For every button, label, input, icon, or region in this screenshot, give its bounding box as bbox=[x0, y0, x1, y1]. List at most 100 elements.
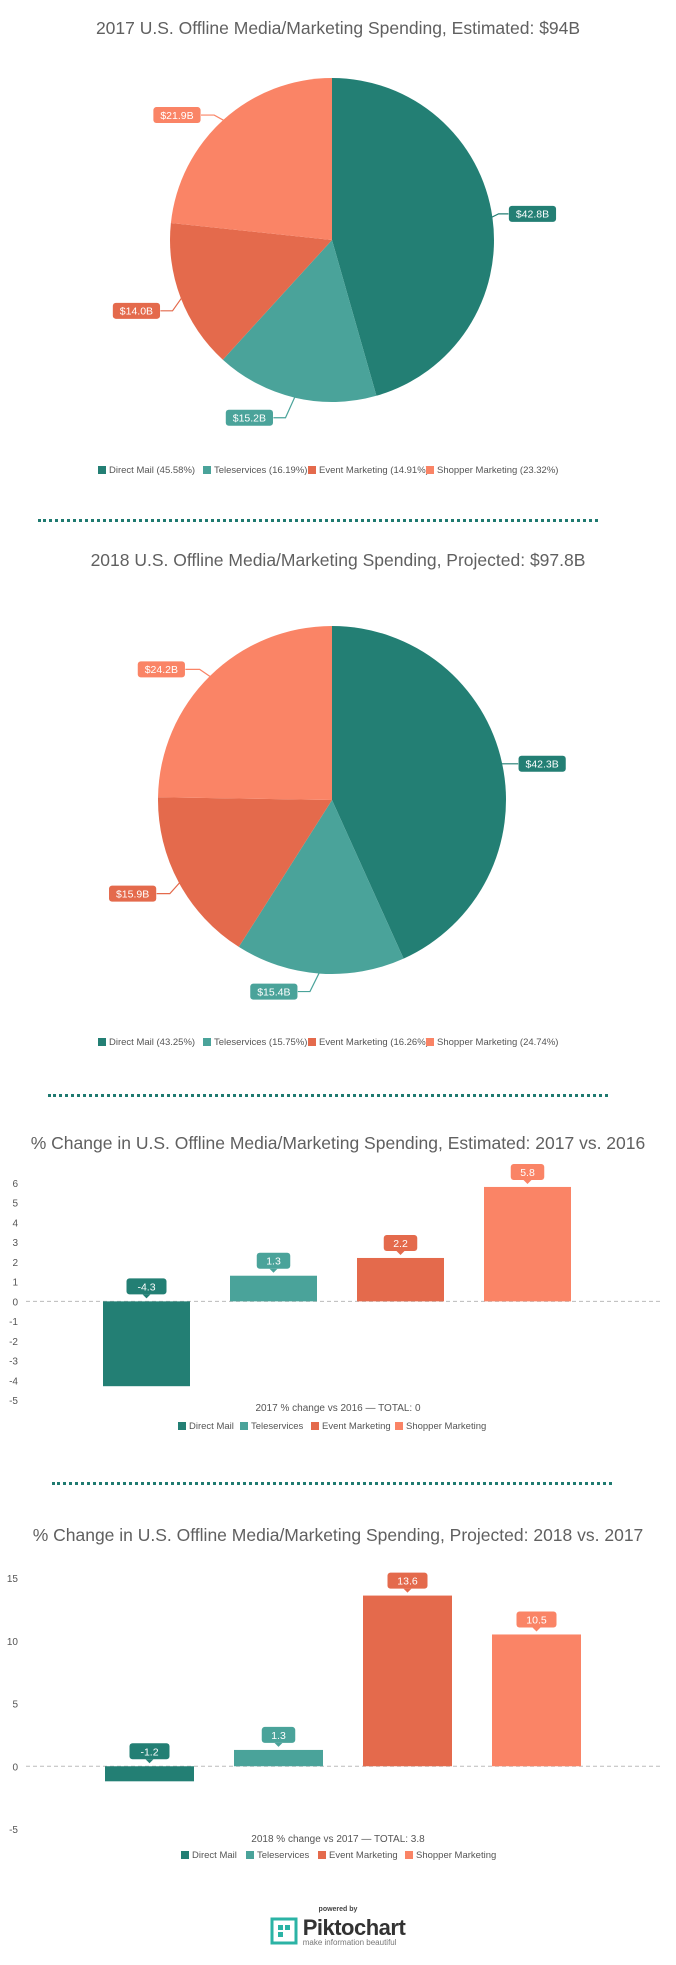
bar-data-label-0: -4.3 bbox=[126, 1278, 167, 1299]
y-tick-label: -5 bbox=[9, 1825, 18, 1836]
bar-2 bbox=[357, 1257, 444, 1302]
piktochart-logo: Piktochart make information beautiful bbox=[270, 1915, 406, 1947]
y-tick-label: 1 bbox=[12, 1278, 18, 1289]
section-divider bbox=[48, 1094, 608, 1097]
pie-legend-item-3: Shopper Marketing (23.32%) bbox=[426, 465, 558, 476]
svg-text:Direct Mail: Direct Mail bbox=[189, 1421, 234, 1432]
brand-tagline: make information beautiful bbox=[302, 1938, 397, 1947]
svg-text:5.8: 5.8 bbox=[520, 1167, 535, 1179]
pie-leader-line-2 bbox=[156, 881, 182, 895]
section-divider bbox=[52, 1482, 612, 1485]
bar-legend-item-3: Shopper Marketing bbox=[395, 1421, 486, 1432]
pie-chart-2018: $42.3B $15.4B $15.9B $24.2B Direct Mail (43.… bbox=[98, 626, 566, 1048]
svg-text:Teleservices (15.75%): Teleservices (15.75%) bbox=[214, 1037, 307, 1048]
bar-legend-item-3: Shopper Marketing bbox=[405, 1850, 496, 1861]
svg-text:$42.3B: $42.3B bbox=[526, 759, 559, 771]
bar-legend-item-1: Teleservices bbox=[240, 1421, 304, 1432]
y-tick-label: 4 bbox=[12, 1218, 18, 1229]
pie-data-label-1: $15.2B bbox=[225, 409, 273, 426]
bar-3 bbox=[492, 1634, 581, 1767]
section-divider bbox=[38, 519, 598, 522]
svg-text:Shopper Marketing: Shopper Marketing bbox=[416, 1850, 496, 1861]
y-tick-label: 6 bbox=[12, 1179, 18, 1190]
bar-data-label-3: 10.5 bbox=[516, 1611, 557, 1632]
bar-chart-2018-change: 15 10 5 0 -5 -1.2 1.3 13.6 10.5 2018 % change vs … bbox=[7, 1572, 660, 1861]
pie-data-label-3: $21.9B bbox=[153, 107, 201, 124]
chart-title-2018-change: % Change in U.S. Offline Media/Marketing… bbox=[32, 1525, 644, 1545]
bar-0 bbox=[105, 1766, 194, 1782]
svg-text:2.2: 2.2 bbox=[393, 1238, 408, 1250]
svg-text:Shopper Marketing: Shopper Marketing bbox=[406, 1421, 486, 1432]
pie-data-label-0: $42.8B bbox=[508, 205, 557, 222]
svg-text:Teleservices: Teleservices bbox=[251, 1421, 304, 1432]
svg-text:$15.4B: $15.4B bbox=[257, 986, 290, 998]
bar-data-label-2: 13.6 bbox=[387, 1572, 428, 1593]
svg-text:$15.2B: $15.2B bbox=[233, 413, 266, 425]
bar-legend-item-0: Direct Mail bbox=[181, 1850, 237, 1861]
pie-slice-0 bbox=[332, 626, 507, 959]
bar-1 bbox=[234, 1749, 323, 1767]
pie-leader-line-1 bbox=[297, 971, 321, 993]
pie-slice-1 bbox=[238, 800, 404, 974]
svg-text:Event Marketing: Event Marketing bbox=[329, 1850, 398, 1861]
pie-leader-line-1 bbox=[273, 395, 296, 419]
svg-text:Direct Mail (43.25%): Direct Mail (43.25%) bbox=[109, 1037, 195, 1048]
svg-text:1.3: 1.3 bbox=[271, 1730, 286, 1742]
pie-data-label-2: $14.0B bbox=[112, 302, 161, 319]
pie-data-label-3: $24.2B bbox=[137, 661, 185, 678]
y-tick-label: 15 bbox=[7, 1574, 19, 1585]
svg-text:$14.0B: $14.0B bbox=[120, 306, 153, 318]
chart-title-2018-pie: 2018 U.S. Offline Media/Marketing Spendi… bbox=[90, 550, 586, 570]
y-tick-label: 5 bbox=[12, 1199, 18, 1210]
svg-text:Event Marketing (16.26%): Event Marketing (16.26%) bbox=[319, 1037, 429, 1048]
pie-slice-3 bbox=[158, 626, 332, 800]
pie-leader-line-0 bbox=[490, 213, 509, 219]
svg-text:$42.8B: $42.8B bbox=[516, 209, 549, 221]
svg-text:Teleservices: Teleservices bbox=[257, 1850, 310, 1861]
bar-0 bbox=[103, 1301, 190, 1387]
chart-title-2017-pie: 2017 U.S. Offline Media/Marketing Spendi… bbox=[95, 18, 581, 38]
pie-slice-3 bbox=[170, 78, 332, 240]
y-tick-label: -4 bbox=[9, 1376, 18, 1387]
y-tick-label: 10 bbox=[7, 1637, 19, 1648]
pie-leader-line-2 bbox=[160, 296, 183, 312]
svg-text:Event Marketing (14.91%): Event Marketing (14.91%) bbox=[319, 465, 429, 476]
bar-legend-item-1: Teleservices bbox=[246, 1850, 310, 1861]
bar-data-label-2: 2.2 bbox=[383, 1234, 418, 1255]
bar-data-label-0: -1.2 bbox=[129, 1743, 170, 1764]
svg-text:Shopper Marketing (23.32%): Shopper Marketing (23.32%) bbox=[437, 465, 558, 476]
svg-text:-1.2: -1.2 bbox=[140, 1746, 158, 1758]
svg-text:Direct Mail: Direct Mail bbox=[192, 1850, 237, 1861]
pie-legend-item-0: Direct Mail (43.25%) bbox=[98, 1037, 195, 1048]
bar-2 bbox=[363, 1595, 452, 1767]
y-tick-label: 0 bbox=[12, 1762, 18, 1773]
y-tick-label: 5 bbox=[12, 1700, 18, 1711]
y-tick-label: -3 bbox=[9, 1357, 18, 1368]
pie-legend-item-2: Event Marketing (14.91%) bbox=[308, 465, 429, 476]
powered-by-text: powered by bbox=[318, 1906, 358, 1913]
svg-text:$15.9B: $15.9B bbox=[116, 888, 149, 900]
svg-text:13.6: 13.6 bbox=[397, 1576, 418, 1588]
brand-name: Piktochart bbox=[302, 1915, 406, 1940]
bar-data-label-1: 1.3 bbox=[261, 1726, 296, 1747]
svg-text:-4.3: -4.3 bbox=[137, 1281, 155, 1293]
bar-3 bbox=[484, 1186, 571, 1302]
pie-slice-1 bbox=[222, 240, 377, 402]
pie-leader-line-3 bbox=[200, 114, 226, 122]
pie-slice-0 bbox=[332, 78, 495, 396]
svg-text:Teleservices (16.19%): Teleservices (16.19%) bbox=[214, 465, 307, 476]
y-tick-label: -2 bbox=[9, 1337, 18, 1348]
pie-legend-item-3: Shopper Marketing (24.74%) bbox=[426, 1037, 558, 1048]
bar-chart-2017-change: 6 5 4 3 2 1 0 -1 -2 -3 -4 -5 -4.3 1.3 2.2 5.8 2017 % cha… bbox=[9, 1163, 660, 1432]
y-tick-label: -1 bbox=[9, 1317, 18, 1328]
svg-text:10.5: 10.5 bbox=[526, 1614, 547, 1626]
bar-legend-item-0: Direct Mail bbox=[178, 1421, 234, 1432]
piktochart-footer: powered by Piktochart make information b… bbox=[0, 1906, 676, 1949]
pie-legend-item-1: Teleservices (15.75%) bbox=[203, 1037, 307, 1048]
pie-data-label-1: $15.4B bbox=[250, 983, 298, 1000]
pie-legend-item-0: Direct Mail (45.58%) bbox=[98, 465, 195, 476]
svg-text:1.3: 1.3 bbox=[266, 1256, 281, 1268]
pie-slice-2 bbox=[170, 222, 332, 360]
svg-text:$21.9B: $21.9B bbox=[160, 110, 193, 122]
y-tick-label: 3 bbox=[12, 1238, 18, 1249]
